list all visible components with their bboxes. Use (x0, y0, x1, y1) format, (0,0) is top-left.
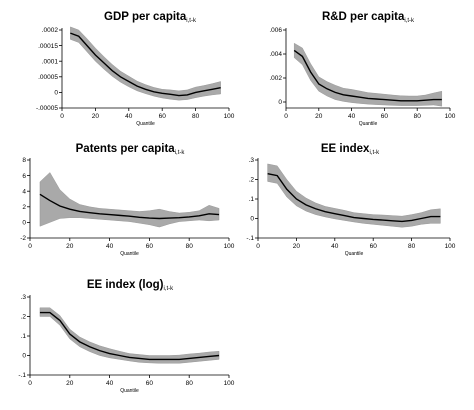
x-tick-label: 80 (408, 243, 416, 250)
x-tick-label: 40 (106, 243, 114, 250)
estimate-line (293, 49, 442, 102)
chart-panel-2: R&D per capitai,t-k .006 .004 .002 00 20 40 60 8… (269, 11, 455, 127)
y-tick-label: 0 (22, 220, 26, 227)
y-tick-label: -.1 (18, 372, 26, 379)
confidence-band (267, 163, 441, 228)
y-tick-label: .2 (21, 314, 27, 321)
x-tick-label: 100 (224, 243, 235, 250)
chart-title: EE index (log)i,t-k (87, 279, 174, 292)
y-tick-label: 0 (22, 353, 26, 360)
chart-title-subscript: i,t-k (369, 150, 380, 156)
estimate-line (267, 172, 441, 223)
x-tick-label: 0 (28, 243, 32, 250)
y-tick-label: -.1 (246, 235, 254, 242)
x-axis-label: Quantile (136, 121, 155, 127)
x-axis-label: Quantile (345, 251, 364, 257)
y-tick-label: .1 (249, 196, 255, 203)
x-axis-label: Quantile (120, 388, 139, 394)
y-tick-label: .006 (269, 27, 282, 34)
chart-title-main: Patents per capita (76, 143, 176, 155)
x-tick-label: 100 (224, 380, 235, 387)
y-tick-label: .004 (269, 51, 282, 58)
x-tick-label: 80 (186, 380, 194, 387)
x-tick-label: 40 (331, 243, 339, 250)
estimate-line (39, 193, 220, 220)
chart-title-subscript: i,t-k (164, 286, 175, 292)
confidence-band (39, 307, 220, 364)
chart-panel-1: GDP per capitai,t-k .0002 .00015 .0001 .0000… (36, 11, 235, 127)
y-tick-label: 2 (22, 204, 26, 211)
x-tick-label: 0 (60, 113, 64, 120)
y-tick-label: 0 (250, 216, 254, 223)
chart-title-main: GDP per capita (104, 11, 187, 23)
confidence-band (294, 42, 442, 107)
chart-title: EE indexi,t-k (321, 143, 380, 156)
y-tick-label: .002 (269, 75, 282, 82)
confidence-band (39, 172, 220, 228)
y-tick-label: 8 (22, 157, 26, 164)
chart-title-main: EE index (321, 143, 370, 155)
x-tick-label: 100 (445, 113, 456, 120)
x-tick-label: 60 (159, 113, 167, 120)
y-tick-label: .0002 (42, 27, 59, 34)
y-tick-label: -.00005 (36, 105, 58, 112)
chart-title: R&D per capitai,t-k (322, 11, 415, 24)
x-tick-label: 0 (256, 243, 260, 250)
x-tick-label: 100 (445, 243, 456, 250)
x-tick-label: 60 (146, 243, 154, 250)
y-tick-label: 6 (22, 173, 26, 180)
x-axis-label: Quantile (359, 121, 378, 127)
y-tick-label: .00015 (38, 43, 58, 50)
chart-title-main: R&D per capita (322, 11, 405, 23)
chart-title-subscript: i,t-k (186, 18, 197, 24)
chart-panel-5: EE index (log)i,t-k.3.2.10-.10 20 40 60 80 10… (18, 279, 234, 394)
x-tick-label: 0 (284, 113, 288, 120)
y-tick-label: 0 (54, 90, 58, 97)
y-tick-label: 4 (22, 188, 26, 195)
chart-title: Patents per capitai,t-k (76, 143, 186, 156)
estimate-line (70, 32, 221, 97)
x-tick-label: 20 (315, 113, 323, 120)
x-tick-label: 60 (146, 380, 154, 387)
x-tick-label: 20 (66, 243, 74, 250)
y-tick-label: 0 (278, 99, 282, 106)
x-tick-label: 80 (192, 113, 200, 120)
x-axis-label: Quantile (120, 251, 139, 257)
chart-title-main: EE index (log) (87, 279, 164, 291)
chart-title: GDP per capitai,t-k (104, 11, 197, 24)
x-tick-label: 20 (66, 380, 74, 387)
x-tick-label: 40 (348, 113, 356, 120)
x-tick-label: 80 (186, 243, 194, 250)
y-tick-label: .1 (21, 333, 27, 340)
x-tick-label: 100 (224, 113, 235, 120)
x-tick-label: 40 (125, 113, 133, 120)
x-tick-label: 60 (370, 243, 378, 250)
x-tick-label: 40 (106, 380, 114, 387)
estimate-line (39, 311, 220, 361)
chart-panel-4: EE indexi,t-k.3.2.10-.10 20 40 60 80 100Quant… (246, 143, 455, 257)
y-tick-label: .3 (21, 294, 27, 301)
confidence-band (70, 26, 221, 101)
x-tick-label: 20 (293, 243, 301, 250)
y-tick-label: .00005 (38, 74, 58, 81)
x-tick-label: 0 (28, 380, 32, 387)
x-tick-label: 20 (92, 113, 100, 120)
chart-title-subscript: i,t-k (175, 150, 186, 156)
y-tick-label: .3 (249, 157, 255, 164)
y-tick-label: .2 (249, 177, 255, 184)
x-tick-label: 60 (381, 113, 389, 120)
x-tick-label: 80 (414, 113, 422, 120)
chart-title-subscript: i,t-k (404, 18, 415, 24)
y-tick-label: .0001 (42, 58, 59, 65)
y-tick-label: -2 (20, 235, 26, 242)
